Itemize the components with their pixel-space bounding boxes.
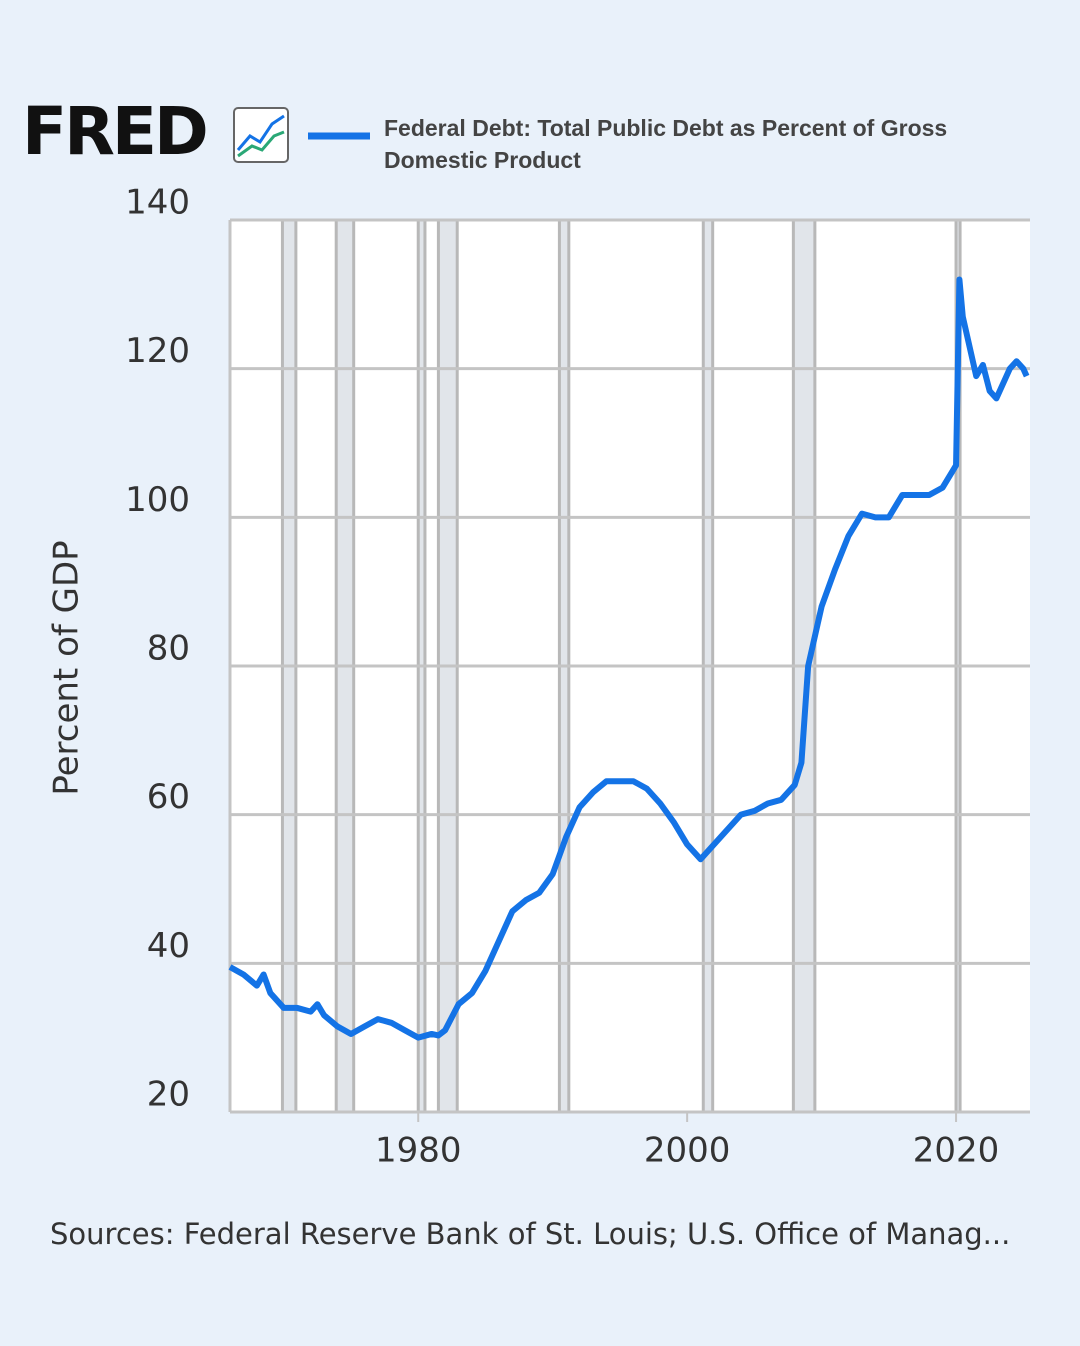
y-tick-label: 140 <box>125 183 190 223</box>
y-tick-label: 120 <box>125 331 190 371</box>
source: Sources: Federal Reserve Bank of St. Lou… <box>50 1217 1010 1251</box>
x-tick-label: 2000 <box>644 1131 731 1171</box>
y-tick-label: 100 <box>125 480 190 520</box>
x-tick-label: 2020 <box>913 1131 1000 1171</box>
legend-label: Federal Debt: Total Public Debt as Perce… <box>384 115 948 173</box>
logo-icon <box>233 107 289 163</box>
y-tick-label: 40 <box>147 926 190 966</box>
y-tick-label: 80 <box>147 629 190 669</box>
data-line <box>228 276 1030 1041</box>
x-tick-label: 1980 <box>375 1131 462 1171</box>
y-tick-label: 20 <box>147 1075 190 1115</box>
logo: FRED <box>22 93 206 170</box>
y-tick-label: 60 <box>147 777 190 817</box>
y-axis-label: Percent of GDP <box>47 540 87 795</box>
legend-box: Federal Debt: Total Public Debt as Perce… <box>384 115 948 173</box>
